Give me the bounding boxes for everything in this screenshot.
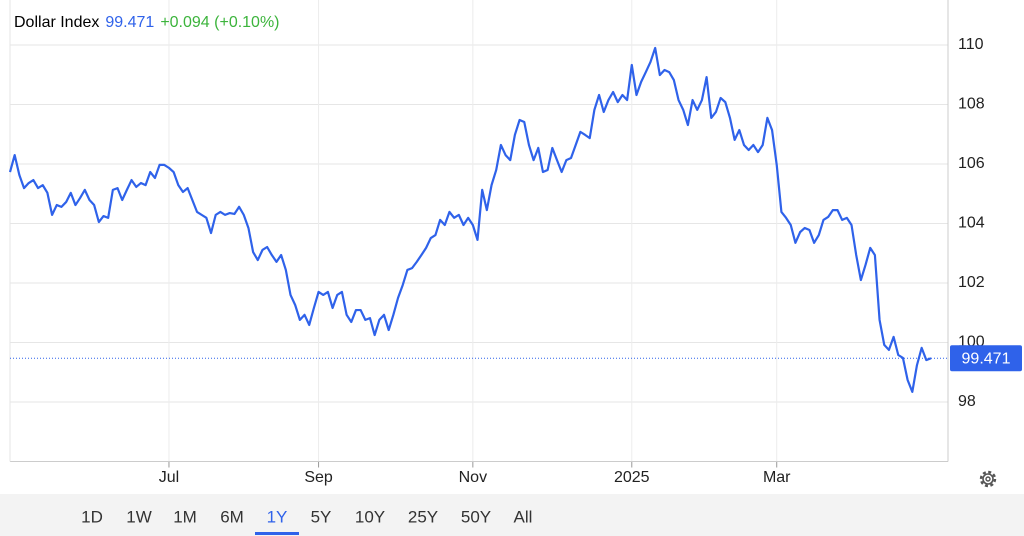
y-tick-label: 108 — [958, 96, 985, 113]
y-tick-label: 98 — [958, 393, 976, 410]
range-button[interactable]: 5Y — [311, 507, 332, 526]
range-button[interactable]: 1Y — [267, 507, 288, 526]
last-price-label: 99.471 — [962, 350, 1011, 367]
chart-title: Dollar Index — [14, 14, 100, 31]
range-button[interactable]: 10Y — [355, 507, 385, 526]
range-button[interactable]: 50Y — [461, 507, 491, 526]
y-tick-label: 106 — [958, 155, 985, 172]
x-tick-label: 2025 — [614, 469, 650, 486]
x-tick-label: Nov — [459, 469, 487, 486]
price-line — [8, 46, 932, 393]
settings-icon[interactable] — [979, 470, 997, 488]
x-tick-label: Sep — [304, 469, 333, 486]
range-button[interactable]: 1W — [126, 507, 152, 526]
range-button[interactable]: 6M — [220, 507, 244, 526]
x-tick-label: Jul — [159, 469, 179, 486]
gear-hub — [985, 476, 991, 482]
range-button[interactable]: 1D — [81, 507, 103, 526]
header: Dollar Index 99.471 +0.094 (+0.10%) — [14, 14, 286, 32]
toolbar-bg — [0, 494, 1024, 536]
y-tick-label: 110 — [958, 36, 984, 53]
range-button[interactable]: 1M — [173, 507, 197, 526]
y-tick-label: 104 — [958, 215, 985, 232]
gear-teeth — [979, 470, 997, 488]
y-tick-label: 102 — [958, 274, 985, 291]
range-button[interactable]: All — [514, 507, 533, 526]
last-price-badge — [950, 345, 1022, 372]
gear-ring — [982, 473, 994, 485]
range-button[interactable]: 25Y — [408, 507, 438, 526]
range-active-underline — [255, 532, 299, 535]
price-change: +0.094 (+0.10%) — [160, 14, 280, 31]
price: 99.471 — [105, 14, 155, 31]
x-tick-label: Mar — [763, 469, 791, 486]
